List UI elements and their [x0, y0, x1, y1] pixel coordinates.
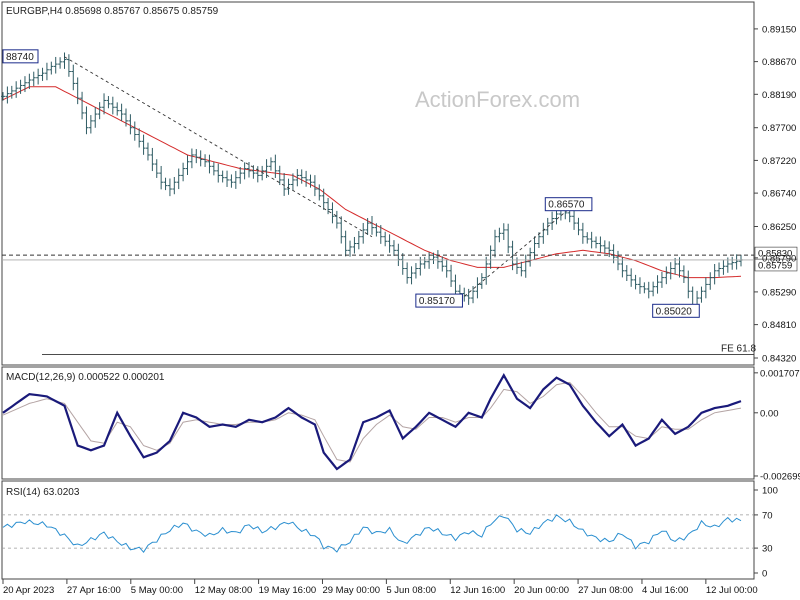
- current-price-label: 0.85759: [758, 260, 792, 271]
- price-y-tick-label: 0.88670: [762, 57, 796, 68]
- x-tick-label: 5 May 00:00: [131, 585, 183, 596]
- x-tick-label: 27 Jun 08:00: [578, 585, 633, 596]
- fe-level-label: FE 61.8: [721, 344, 756, 355]
- rsi-y-tick-label: 100: [762, 486, 778, 497]
- level-price-label-box: [754, 246, 798, 260]
- x-tick-label: 20 Jun 00:00: [514, 585, 569, 596]
- price-y-tick-label: 0.87700: [762, 123, 796, 134]
- price-y-axis: 0.89150 0.88670 0.88190 0.87700 0.87220 0.867…: [754, 24, 796, 365]
- price-bars: [1, 52, 743, 313]
- price-y-tick-label: 0.87220: [762, 156, 796, 167]
- high-annotation: 88740: [6, 52, 34, 63]
- rsi-y-axis: 100 70 30 0: [754, 486, 778, 580]
- x-tick-label: 27 Apr 16:00: [67, 585, 121, 596]
- macd-y-tick-label: 0.00: [760, 408, 779, 419]
- price-y-tick-label: 0.85290: [762, 287, 796, 298]
- price-panel-title: EURGBP,H4 0.85698 0.85767 0.85675 0.8575…: [6, 6, 219, 17]
- price-y-tick-label: 0.86250: [762, 222, 796, 233]
- x-tick-label: 5 Jun 08:00: [386, 585, 436, 596]
- low-annotation: 0.85170: [419, 296, 456, 307]
- macd-line: [2, 373, 742, 471]
- x-tick-label: 12 May 08:00: [195, 585, 253, 596]
- x-tick-label: 12 Jul 00:00: [706, 585, 758, 596]
- second-low-annotation-box: [652, 303, 700, 318]
- macd-y-tick-label: -0.002699: [760, 471, 800, 482]
- watermark: ActionForex.com: [415, 87, 580, 112]
- rsi-y-tick-label: 30: [762, 544, 773, 555]
- low-annotation-box: [415, 293, 463, 308]
- macd-lines: [2, 373, 742, 471]
- x-tick-label: 29 May 00:00: [322, 585, 380, 596]
- trendline: [64, 56, 373, 238]
- rsi-y-tick-label: 70: [762, 510, 773, 521]
- rsi-y-tick-label: 0: [762, 569, 767, 580]
- x-tick-label: 4 Jul 16:00: [642, 585, 688, 596]
- time-axis: 20 Apr 2023 27 Apr 16:00 5 May 00:00 12 May…: [2, 579, 758, 596]
- price-y-tick-label: 0.89150: [762, 24, 796, 35]
- price-y-tick-label: 0.86740: [762, 189, 796, 200]
- macd-signal-line: [2, 381, 742, 463]
- x-tick-label: 12 Jun 16:00: [450, 585, 505, 596]
- macd-y-tick-label: 0.001707: [760, 368, 800, 379]
- rsi-panel-title: RSI(14) 63.0203: [6, 487, 80, 498]
- rsi-line: [2, 514, 742, 554]
- macd-y-axis: 0.001707 0.00 -0.002699: [754, 368, 800, 482]
- x-tick-label: 20 Apr 2023: [3, 585, 54, 596]
- price-y-tick-label: 0.84810: [762, 320, 796, 331]
- swing-high-annotation-box: [544, 197, 593, 212]
- price-y-tick-label: 0.88190: [762, 90, 796, 101]
- macd-panel-title: MACD(12,26,9) 0.000522 0.000201: [6, 372, 165, 383]
- price-y-tick-label: 0.85790: [762, 253, 796, 264]
- second-low-annotation: 0.85020: [656, 306, 693, 317]
- price-y-tick-label: 0.84320: [762, 354, 796, 365]
- x-tick-label: 19 May 16:00: [259, 585, 317, 596]
- high-annotation-box: [2, 49, 39, 64]
- trendline: [459, 204, 575, 301]
- price-overlays: FE 61.8 88740 0.86570 0.85170 0.85020 0.85759…: [2, 49, 798, 356]
- level-price-label: 0.85830: [758, 249, 792, 260]
- price-panel-frame: [1, 1, 755, 366]
- rsi-lines: [2, 514, 754, 554]
- swing-high-annotation: 0.86570: [548, 200, 585, 211]
- rsi-panel-frame: [1, 480, 755, 580]
